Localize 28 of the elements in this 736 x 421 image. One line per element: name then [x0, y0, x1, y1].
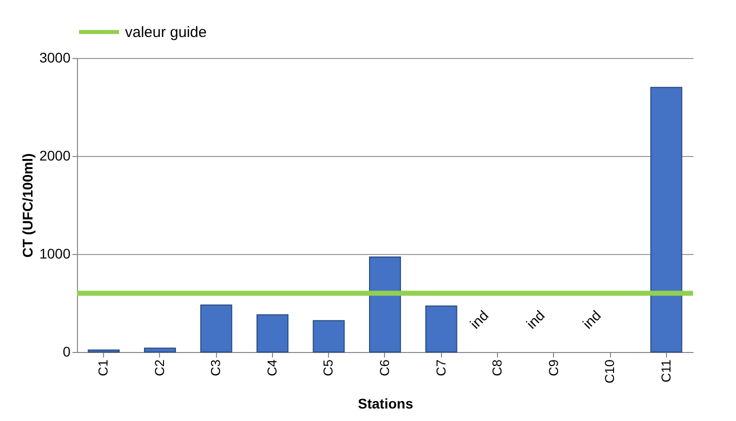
bar — [200, 304, 232, 352]
bar — [144, 348, 176, 352]
y-tick-label: 1000 — [39, 246, 71, 262]
annotation: ind — [579, 307, 604, 332]
bar — [650, 86, 682, 352]
x-tick-label: C7 — [433, 360, 448, 376]
x-tick-label: C6 — [377, 360, 392, 376]
y-axis-title: CT (UFC/100ml) — [19, 153, 36, 258]
x-tick-label: C9 — [546, 360, 561, 376]
bar — [256, 314, 288, 352]
x-tick-label: C2 — [152, 360, 167, 376]
annotation: ind — [466, 307, 492, 332]
bar — [312, 320, 345, 352]
x-tick-label: C4 — [264, 360, 280, 376]
x-tick-label: C10 — [602, 360, 618, 384]
x-axis-title: Stations — [358, 395, 414, 412]
x-tick-label: C8 — [490, 360, 505, 376]
y-tick-label: 3000 — [39, 50, 71, 66]
x-tick-label: C1 — [96, 360, 111, 376]
x-tick-label: C11 — [658, 360, 674, 382]
y-tick-label: 0 — [62, 344, 71, 360]
y-tick-label: 2000 — [39, 148, 71, 164]
legend-label: valeur guide — [125, 24, 207, 41]
bar — [425, 305, 458, 352]
bar — [369, 256, 401, 352]
annotation: ind — [523, 307, 548, 332]
x-tick-label: C3 — [208, 360, 224, 376]
x-tick-label: C5 — [320, 360, 336, 376]
